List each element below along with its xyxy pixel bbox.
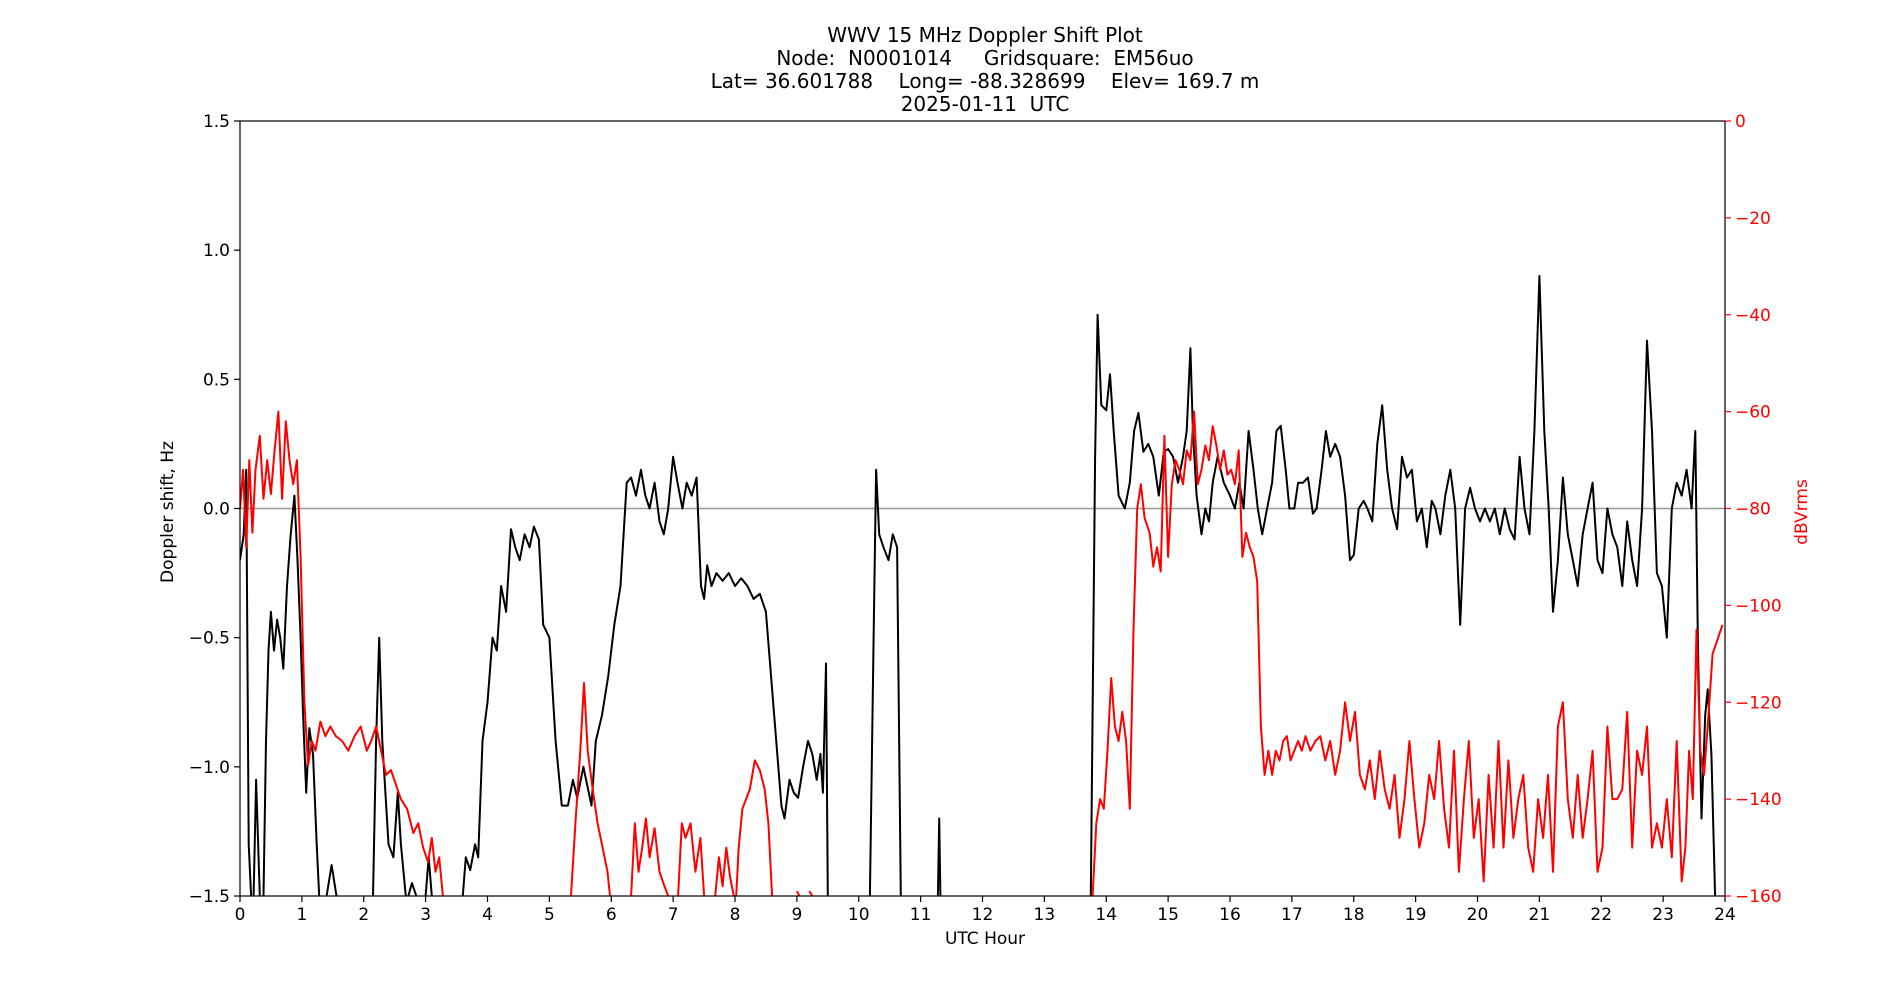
doppler-series-line-segment-3 xyxy=(325,864,338,896)
power-series-line-segment-2 xyxy=(630,817,670,896)
y-tick-label: 0.5 xyxy=(203,370,230,390)
x-tick-label: 14 xyxy=(1095,905,1117,925)
y2-tick-label: −100 xyxy=(1735,596,1782,616)
x-axis-label: UTC Hour xyxy=(945,929,1025,949)
doppler-series-line-segment-2 xyxy=(262,494,321,896)
power-series-line-segment-6 xyxy=(796,890,801,896)
y2-tick-label: −120 xyxy=(1735,693,1782,713)
y-tick-label: 1.0 xyxy=(203,241,230,261)
x-tick-label: 6 xyxy=(606,905,617,925)
doppler-series-line-segment-1 xyxy=(252,778,261,896)
y-tick-label: −0.5 xyxy=(189,629,230,649)
power-series-line-segment-8 xyxy=(1091,410,1724,896)
doppler-series-line-segment-9 xyxy=(936,817,942,896)
x-tick-label: 0 xyxy=(235,905,246,925)
x-tick-label: 17 xyxy=(1281,905,1303,925)
y-tick-label: −1.0 xyxy=(189,758,230,778)
y2-tick-label: −160 xyxy=(1735,887,1782,907)
y2-tick-label: −60 xyxy=(1735,403,1771,423)
x-tick-label: 2 xyxy=(358,905,369,925)
x-tick-label: 20 xyxy=(1467,905,1489,925)
y2-tick-label: −20 xyxy=(1735,209,1771,229)
y-tick-label: 0.0 xyxy=(203,500,230,520)
chart-subtitle-date: 2025-01-11 UTC xyxy=(901,92,1070,116)
x-tick-label: 21 xyxy=(1529,905,1551,925)
y2-tick-label: −80 xyxy=(1735,500,1771,520)
x-tick-label: 13 xyxy=(1034,905,1056,925)
plot-area: 0 1 2 3 4 5 6 7 8 9 10 11 12 13 14 15 16 17 18 19 20 21 22 23 24… xyxy=(189,112,1782,925)
x-tick-label: 18 xyxy=(1343,905,1365,925)
power-series-line-segment-3 xyxy=(677,822,706,896)
x-tick-label: 15 xyxy=(1157,905,1179,925)
power-series-line-segment-4 xyxy=(714,846,735,896)
chart-subtitle-node: Node: N0001014 Gridsquare: EM56uo xyxy=(776,46,1193,70)
power-series-line-segment-0 xyxy=(240,410,444,896)
x-tick-label: 24 xyxy=(1714,905,1736,925)
x-tick-label: 8 xyxy=(730,905,741,925)
x-tick-label: 5 xyxy=(544,905,555,925)
y2-axis-label: dBVrms xyxy=(1792,479,1812,545)
y-axis-label: Doppler shift, Hz xyxy=(158,441,178,583)
x-tick-label: 22 xyxy=(1590,905,1612,925)
x-tick-label: 4 xyxy=(482,905,493,925)
x-tick-label: 9 xyxy=(791,905,802,925)
x-tick-label: 7 xyxy=(668,905,679,925)
chart-title: WWV 15 MHz Doppler Shift Plot xyxy=(827,23,1143,47)
doppler-series-line-segment-5 xyxy=(407,882,418,896)
y2-tick-label: 0 xyxy=(1735,112,1746,132)
doppler-series-line-segment-6 xyxy=(424,856,433,896)
doppler-series-line-segment-4 xyxy=(372,636,407,896)
doppler-series-line-segment-10 xyxy=(1089,275,1717,896)
x-tick-label: 3 xyxy=(420,905,431,925)
power-series-line-segment-5 xyxy=(735,759,774,896)
x-tick-label: 19 xyxy=(1405,905,1427,925)
y2-tick-label: −140 xyxy=(1735,790,1782,810)
power-series-line-segment-7 xyxy=(808,890,814,896)
power-series-line-segment-1 xyxy=(570,681,611,896)
doppler-series-line-segment-7 xyxy=(461,455,829,896)
y-tick-label: 1.5 xyxy=(203,112,230,132)
y-tick-label: −1.5 xyxy=(189,887,230,907)
doppler-series-line-segment-8 xyxy=(868,468,902,896)
x-tick-label: 23 xyxy=(1652,905,1674,925)
x-tick-label: 11 xyxy=(910,905,932,925)
doppler-series-line-segment-0 xyxy=(240,468,253,896)
x-tick-label: 1 xyxy=(296,905,307,925)
y2-tick-label: −40 xyxy=(1735,306,1771,326)
chart-subtitle-location: Lat= 36.601788 Long= -88.328699 Elev= 16… xyxy=(711,69,1260,93)
x-tick-label: 16 xyxy=(1219,905,1241,925)
x-tick-label: 12 xyxy=(972,905,994,925)
x-tick-label: 10 xyxy=(848,905,870,925)
